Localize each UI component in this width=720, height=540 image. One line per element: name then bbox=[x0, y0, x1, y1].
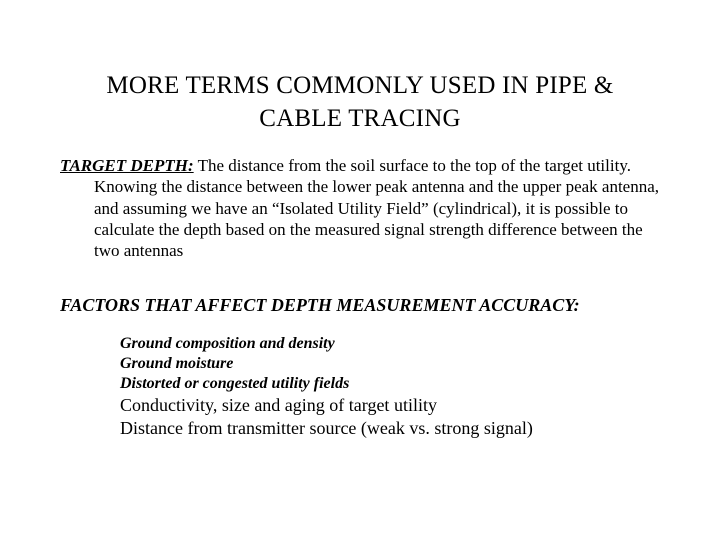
factor-item: Distorted or congested utility fields bbox=[120, 374, 660, 394]
factor-item: Ground composition and density bbox=[120, 334, 660, 354]
factor-item: Conductivity, size and aging of target u… bbox=[120, 394, 660, 417]
term-block: TARGET DEPTH: The distance from the soil… bbox=[60, 155, 660, 261]
factors-heading: FACTORS THAT AFFECT DEPTH MEASUREMENT AC… bbox=[60, 295, 660, 316]
factors-list-plain: Conductivity, size and aging of target u… bbox=[60, 394, 660, 439]
factor-item: Ground moisture bbox=[120, 354, 660, 374]
slide-title: MORE TERMS COMMONLY USED IN PIPE & CABLE… bbox=[0, 0, 720, 135]
factors-list-italic: Ground composition and density Ground mo… bbox=[60, 334, 660, 394]
term-label: TARGET DEPTH: bbox=[60, 156, 194, 175]
slide: MORE TERMS COMMONLY USED IN PIPE & CABLE… bbox=[0, 0, 720, 540]
title-line-2: CABLE TRACING bbox=[259, 105, 460, 132]
title-line-1: MORE TERMS COMMONLY USED IN PIPE & bbox=[106, 72, 613, 99]
factor-item: Distance from transmitter source (weak v… bbox=[120, 417, 660, 440]
slide-body: TARGET DEPTH: The distance from the soil… bbox=[0, 135, 720, 439]
